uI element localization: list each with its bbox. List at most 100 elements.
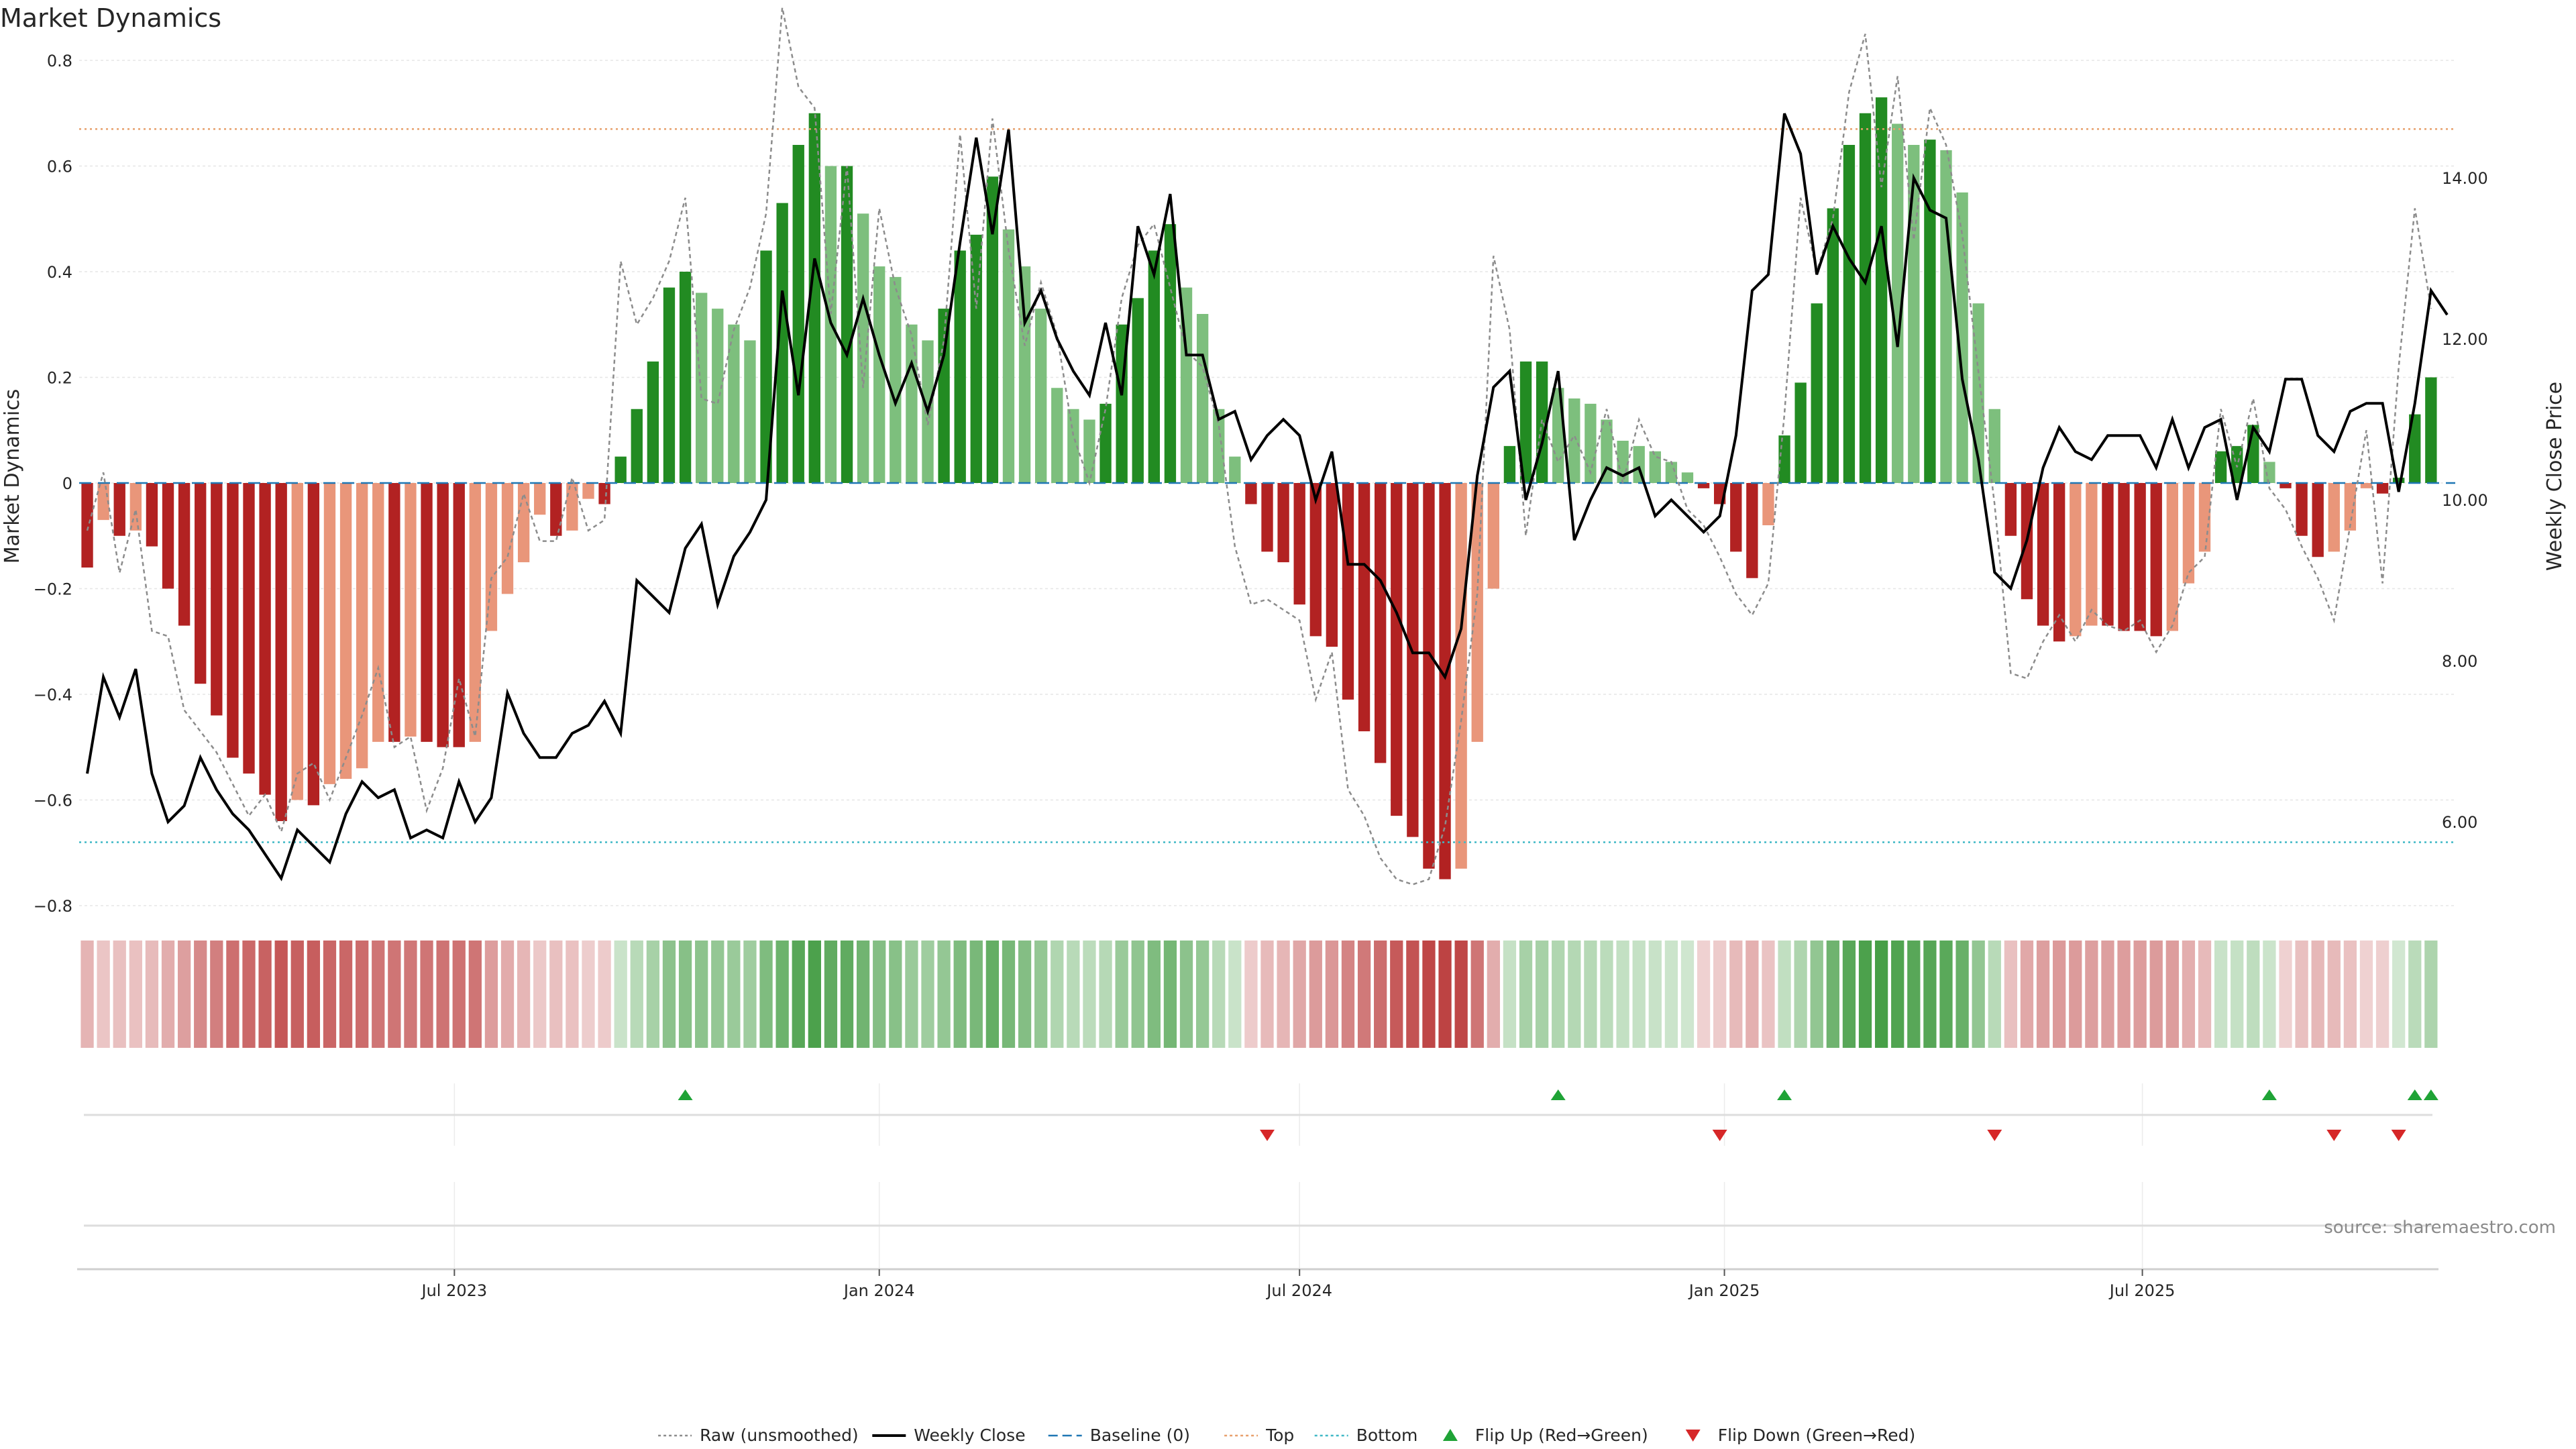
heat-cell	[1794, 941, 1807, 1048]
heat-cell	[1179, 941, 1193, 1048]
bar	[405, 483, 417, 737]
legend-label: Top	[1265, 1426, 1294, 1445]
flip-up-marker	[2407, 1089, 2422, 1100]
bar	[2409, 414, 2421, 483]
bar	[954, 250, 966, 483]
heat-cell	[145, 941, 159, 1048]
heat-cell	[1131, 941, 1144, 1048]
heat-cell	[2327, 941, 2341, 1048]
y-axis-title-right: Weekly Close Price	[2543, 382, 2567, 571]
y-tick-label-left: −0.6	[34, 792, 72, 810]
bar	[1358, 483, 1371, 732]
bar	[2150, 483, 2162, 637]
bar	[1875, 97, 1888, 483]
bar	[1811, 303, 1823, 483]
bar	[2037, 483, 2049, 626]
heat-cell	[2149, 941, 2163, 1048]
bar	[647, 361, 659, 483]
bar	[211, 483, 223, 716]
heat-cell	[1260, 941, 1274, 1048]
bar	[582, 483, 594, 499]
y-tick-label-right: 6.00	[2442, 813, 2477, 832]
bar	[485, 483, 498, 631]
heat-cell	[1309, 941, 1322, 1048]
legend-item: Flip Up (Red→Green)	[1442, 1426, 1648, 1445]
heat-cell	[792, 941, 805, 1048]
bar	[1196, 314, 1209, 483]
bar	[1585, 403, 1597, 483]
y-tick-label-left: 0	[62, 474, 72, 493]
source-note: source: sharemaestro.com	[2324, 1218, 2556, 1238]
bar	[372, 483, 384, 742]
heat-cell	[1762, 941, 1775, 1048]
axis-right: 6.00 8.00 10.00 12.00 14.00	[2442, 169, 2488, 832]
heat-cell	[2198, 941, 2212, 1048]
flip-down-marker	[1712, 1130, 1727, 1141]
heat-cell	[113, 941, 126, 1048]
bar	[1391, 483, 1403, 816]
bar	[1132, 298, 1144, 483]
chart-title: Market Dynamics	[0, 3, 221, 33]
x-tick-label: Jan 2025	[1688, 1281, 1760, 1300]
heat-cell	[420, 941, 433, 1048]
x-tick-label: Jul 2024	[1265, 1281, 1332, 1300]
bar	[275, 483, 287, 821]
axis-x: Jul 2023 Jan 2024 Jul 2024 Jan 2025 Jul 2025	[421, 1269, 2175, 1300]
reference-lines	[79, 128, 2455, 843]
heat-cell	[1195, 941, 1210, 1048]
legend-label: Weekly Close	[914, 1426, 1025, 1445]
bar	[2376, 483, 2389, 494]
bar	[1471, 483, 1483, 742]
flip-down-marker	[1260, 1130, 1275, 1141]
bar	[1439, 483, 1451, 879]
heat-cell	[808, 941, 821, 1048]
bar	[1213, 409, 1225, 483]
legend-item: Top	[1224, 1426, 1294, 1445]
heat-cell	[242, 941, 256, 1048]
legend-label: Flip Up (Red→Green)	[1475, 1426, 1648, 1445]
bar	[323, 483, 336, 784]
heat-cell	[1923, 941, 1937, 1048]
bar	[453, 483, 465, 747]
heat-cell	[194, 941, 207, 1048]
bar	[291, 483, 303, 800]
y-tick-label-left: 0.8	[47, 52, 72, 70]
heat-cell	[1002, 941, 1016, 1048]
heat-cell	[161, 941, 175, 1048]
heat-cell	[614, 941, 627, 1048]
bar	[808, 113, 821, 483]
heat-cell	[533, 941, 547, 1048]
heat-cell	[2085, 941, 2098, 1048]
heat-cell	[1034, 941, 1048, 1048]
bar	[566, 483, 578, 531]
heat-cell	[2004, 941, 2018, 1048]
heat-cell	[1341, 941, 1355, 1048]
heat-cell	[372, 941, 385, 1048]
heat-strip	[80, 941, 2438, 1048]
legend-item: Raw (unsmoothed)	[658, 1426, 859, 1445]
bar	[1067, 409, 1079, 483]
heat-cell	[2069, 941, 2082, 1048]
weekly-close-line	[86, 113, 2449, 881]
bar	[2070, 483, 2082, 637]
heat-cell	[598, 941, 611, 1048]
heat-cell	[1503, 941, 1517, 1048]
heat-cell	[258, 941, 272, 1048]
heat-cell	[662, 941, 676, 1048]
flip-up-marker	[2261, 1089, 2277, 1100]
heat-cell	[1988, 941, 2001, 1048]
bar	[437, 483, 449, 747]
heat-cell	[2295, 941, 2308, 1048]
heat-cell	[840, 941, 854, 1048]
heat-cell	[1519, 941, 1533, 1048]
bar	[857, 213, 869, 483]
bar	[259, 483, 271, 795]
heat-cell	[1454, 941, 1468, 1048]
bar	[2312, 483, 2324, 557]
bar	[906, 324, 918, 483]
bar	[113, 483, 125, 536]
heat-cell	[2408, 941, 2422, 1048]
heat-cell	[646, 941, 660, 1048]
bar	[1778, 435, 1790, 483]
bar	[1261, 483, 1273, 552]
